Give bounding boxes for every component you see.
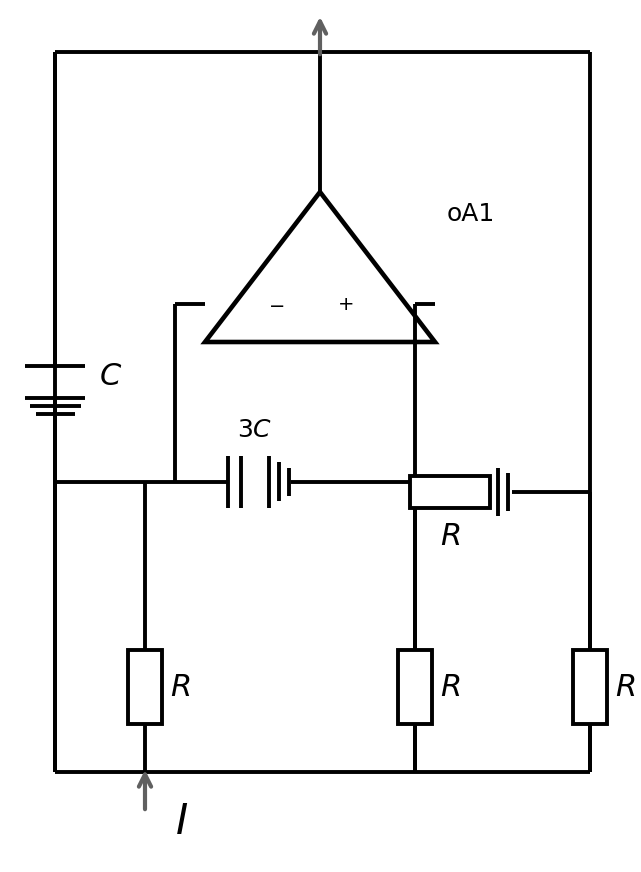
Text: oA1: oA1 (447, 202, 495, 226)
Text: $R$: $R$ (170, 672, 190, 701)
Text: $R$: $R$ (440, 522, 460, 551)
Text: $R$: $R$ (440, 672, 460, 701)
Bar (573, 650, 607, 724)
Text: $3C$: $3C$ (237, 418, 272, 442)
Text: $-$: $-$ (268, 295, 285, 314)
Text: $C$: $C$ (99, 363, 122, 392)
Text: $+$: $+$ (337, 295, 353, 314)
Bar (410, 476, 490, 508)
Bar (398, 650, 432, 724)
Bar (128, 650, 162, 724)
Text: $R$: $R$ (615, 672, 635, 701)
Text: $I$: $I$ (175, 801, 188, 843)
